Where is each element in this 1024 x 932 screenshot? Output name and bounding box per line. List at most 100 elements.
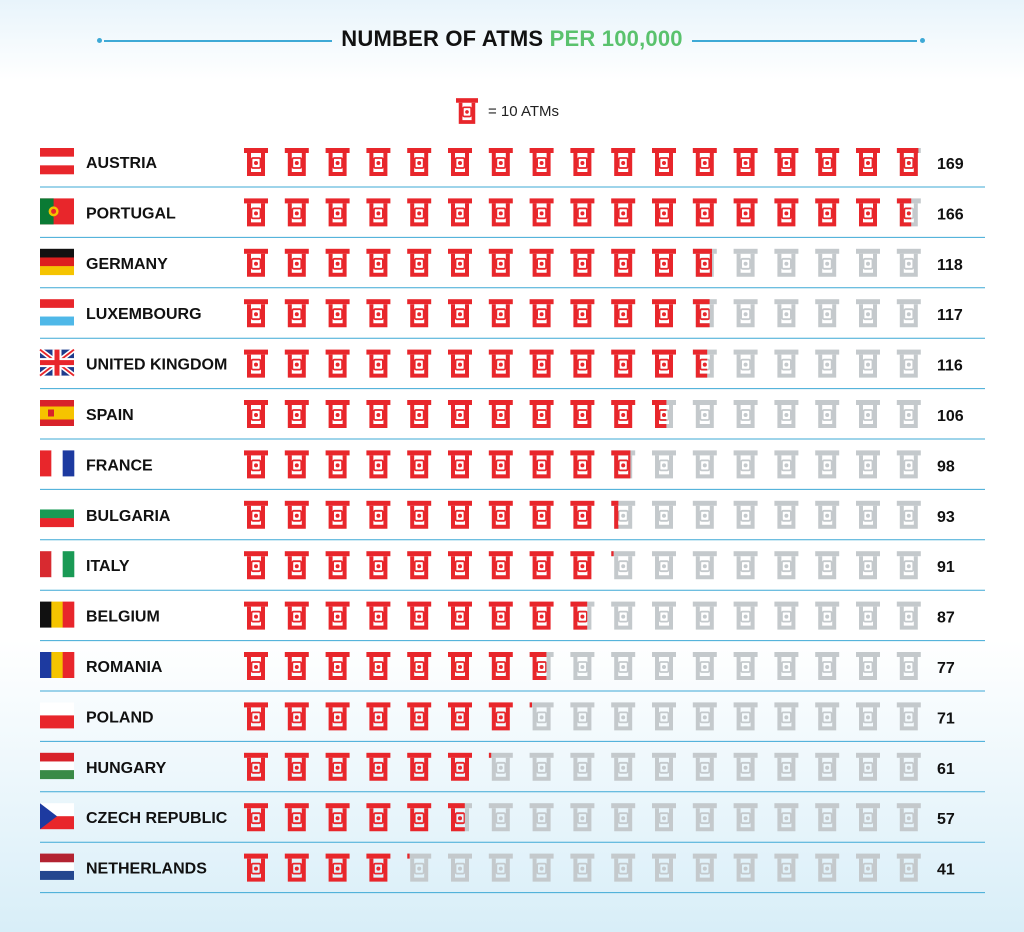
atm-icon xyxy=(488,400,513,428)
atm-icon xyxy=(733,450,758,479)
atm-icon xyxy=(488,148,513,176)
atm-icon xyxy=(529,803,554,832)
atm-icon xyxy=(774,299,799,328)
atm-icon xyxy=(488,803,513,832)
atm-icon xyxy=(774,349,799,378)
atm-icon xyxy=(856,652,880,680)
chart-row: PORTUGAL 166 xyxy=(40,198,985,238)
atm-icon xyxy=(896,803,921,832)
atm-icon xyxy=(448,601,472,630)
atm-icon xyxy=(325,148,350,176)
atm-icon xyxy=(856,349,880,378)
header-divider-dot-right xyxy=(920,38,925,43)
atm-icon xyxy=(652,400,676,428)
atm-icon xyxy=(244,400,268,428)
chart-row: AUSTRIA 169 xyxy=(40,148,985,188)
atm-icon xyxy=(692,803,717,832)
atm-icon xyxy=(692,148,717,176)
atm-icon xyxy=(815,400,840,428)
atm-icon xyxy=(815,500,840,529)
atm-icon xyxy=(448,349,472,378)
atm-icon xyxy=(284,551,309,580)
atm-icon xyxy=(856,248,880,277)
atm-icon xyxy=(570,601,595,630)
atm-icon xyxy=(896,853,921,882)
atm-icon xyxy=(856,450,880,479)
chart-header: NUMBER OF ATMS PER 100,000 xyxy=(0,0,1024,80)
atm-icon xyxy=(488,248,513,277)
chart-row: BULGARIA 93 xyxy=(40,500,985,541)
atm-icon xyxy=(448,752,472,781)
atm-icon xyxy=(733,752,758,781)
atm-icon xyxy=(529,601,554,630)
atm-icon xyxy=(244,148,268,176)
atm-icon xyxy=(284,803,309,832)
atm-icon xyxy=(611,853,636,882)
atm-icon xyxy=(244,248,268,277)
atm-icon xyxy=(244,299,268,328)
atm-icon xyxy=(407,803,432,832)
flag-icon xyxy=(40,198,74,225)
chart-row: HUNGARY 61 xyxy=(40,752,985,793)
atm-icon xyxy=(856,752,880,781)
atm-icon xyxy=(570,500,595,529)
atm-icon xyxy=(325,652,350,680)
atm-icon xyxy=(529,400,554,428)
atm-icon xyxy=(529,853,554,882)
atm-icon xyxy=(448,198,472,227)
atm-icon xyxy=(774,248,799,277)
atm-icon xyxy=(325,752,350,781)
value-label: 106 xyxy=(937,408,964,425)
atm-icon xyxy=(366,500,391,529)
atm-icon xyxy=(652,601,676,630)
flag-icon xyxy=(40,601,75,628)
atm-icon xyxy=(284,752,309,781)
chart-title-main: NUMBER OF ATMS xyxy=(341,26,544,51)
atm-icon xyxy=(366,551,391,580)
atm-icon xyxy=(692,198,717,227)
country-label: BELGIUM xyxy=(86,609,160,626)
atm-icon xyxy=(284,450,309,479)
atm-icon xyxy=(366,299,391,328)
atm-icon xyxy=(733,702,758,731)
chart-title-highlight: PER 100,000 xyxy=(549,26,683,51)
atm-icon xyxy=(856,551,880,580)
atm-icon xyxy=(284,500,309,529)
atm-icon xyxy=(896,551,921,580)
atm-icon xyxy=(611,652,636,680)
atm-icon xyxy=(733,248,758,277)
atm-icon xyxy=(529,500,554,529)
atm-icon xyxy=(692,702,717,731)
atm-icon xyxy=(529,349,554,378)
country-label: GERMANY xyxy=(86,256,168,273)
atm-icon xyxy=(774,148,799,176)
atm-icon xyxy=(896,652,921,680)
country-label: ROMANIA xyxy=(86,659,163,676)
atm-icon xyxy=(407,752,432,781)
country-label: AUSTRIA xyxy=(86,155,158,172)
atm-icon xyxy=(407,248,432,277)
atm-icon xyxy=(856,148,880,176)
atm-icon xyxy=(896,400,921,428)
chart-legend: = 10 ATMs xyxy=(456,96,559,126)
atm-icon xyxy=(244,450,268,479)
atm-icon xyxy=(244,803,268,832)
atm-icon xyxy=(325,500,350,529)
atm-icon xyxy=(488,450,513,479)
atm-icon xyxy=(488,652,513,680)
value-label: 91 xyxy=(937,559,955,576)
atm-icon xyxy=(652,299,676,328)
atm-icon xyxy=(407,853,432,882)
atm-icon xyxy=(448,853,472,882)
atm-icon xyxy=(366,601,391,630)
atm-icon xyxy=(856,500,880,529)
atm-icon xyxy=(284,853,309,882)
atm-icon xyxy=(407,500,432,529)
atm-icon xyxy=(244,702,268,731)
atm-icon xyxy=(529,652,554,680)
country-label: HUNGARY xyxy=(86,760,167,777)
atm-icon xyxy=(733,198,758,227)
atm-icon xyxy=(407,400,432,428)
chart-row: ITALY 91 xyxy=(40,551,985,591)
atm-icon xyxy=(244,500,268,529)
